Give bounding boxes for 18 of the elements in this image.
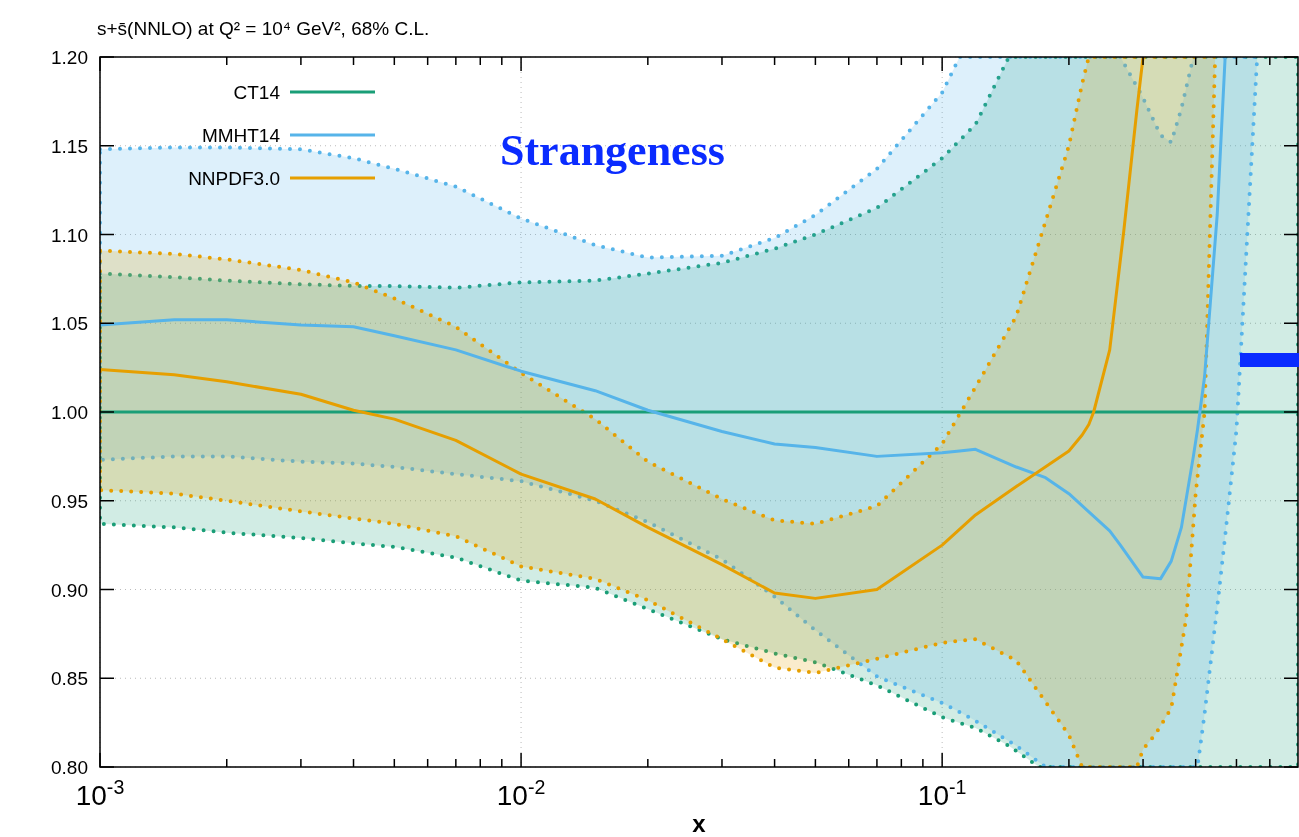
legend-label: NNPDF3.0 xyxy=(188,168,280,189)
y-tick-label: 1.10 xyxy=(51,224,88,246)
y-tick-label: 0.80 xyxy=(51,757,88,778)
x-tick-label: 10$^{-1}$ xyxy=(917,776,967,811)
y-tick-label: 1.20 xyxy=(51,47,88,68)
x-tick-label: 10$^{-2}$ xyxy=(496,776,546,811)
x-tick-label: 10$^{-3}$ xyxy=(75,776,125,811)
chart-title: s+s̄(NNLO) at Q² = 10⁴ GeV², 68% C.L. xyxy=(97,18,430,39)
y-tick-label: 1.15 xyxy=(51,135,88,157)
legend-label: CT14 xyxy=(233,82,281,103)
legend-label: MMHT14 xyxy=(201,125,281,146)
x-axis-title: x xyxy=(692,810,707,837)
y-tick-label: 0.85 xyxy=(51,668,88,690)
y-tick-label: 0.90 xyxy=(51,579,88,601)
y-tick-label: 1.05 xyxy=(51,313,88,335)
y-tick-label: 0.95 xyxy=(51,490,88,512)
annotation: Strangeness xyxy=(500,126,725,175)
y-tick-label: 1.00 xyxy=(51,402,88,423)
